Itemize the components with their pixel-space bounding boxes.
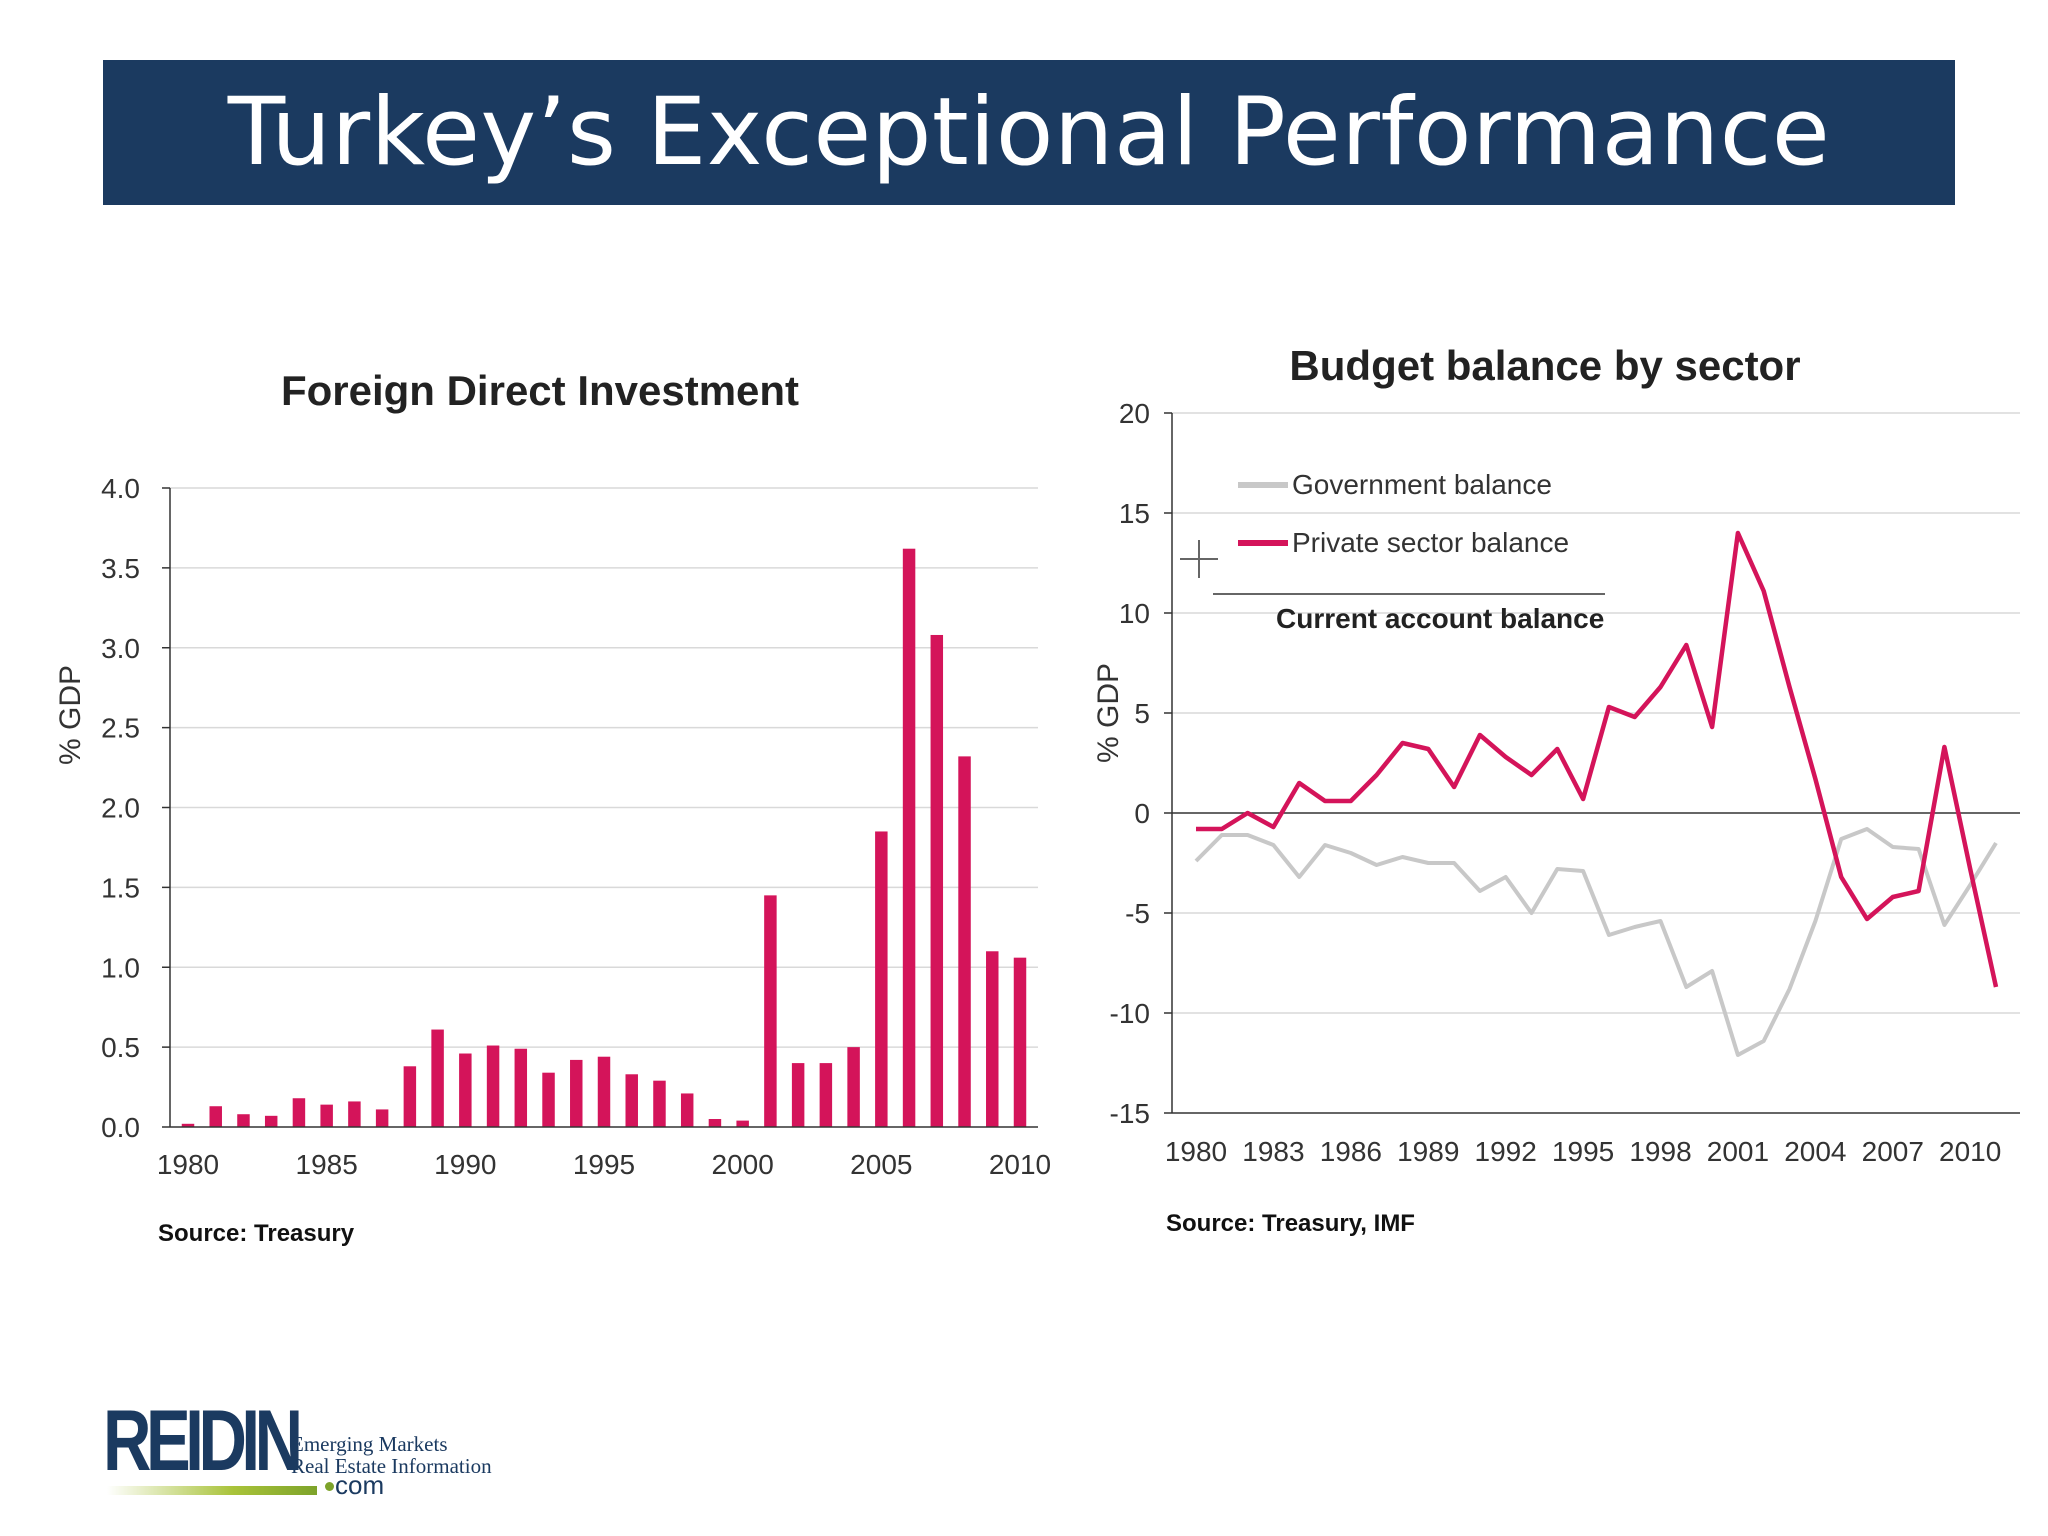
bb-x-tick-label: 1986 <box>1320 1136 1382 1167</box>
fdi-bar <box>486 1045 500 1127</box>
bb-y-tick-label: 10 <box>1119 598 1150 629</box>
fdi-y-tick-label: 4.0 <box>101 473 140 504</box>
logo-tagline-1: Emerging Markets <box>291 1432 448 1456</box>
fdi-bar <box>431 1029 444 1127</box>
bb-x-tick-label: 1983 <box>1242 1136 1304 1167</box>
fdi-chart: Foreign Direct Investment 0.0 0.5 1.0 1.5 2.… <box>54 367 1051 1180</box>
fdi-bar <box>459 1053 472 1127</box>
fdi-y-tick-label: 0.0 <box>101 1112 140 1143</box>
bb-y-tick-label: -10 <box>1110 998 1150 1029</box>
fdi-bar <box>209 1106 222 1127</box>
fdi-chart-title: Foreign Direct Investment <box>281 367 799 414</box>
fdi-bar <box>902 548 916 1127</box>
bb-x-tick-label: 2001 <box>1707 1136 1769 1167</box>
source-budget-balance: Source: Treasury, IMF <box>1166 1210 1415 1237</box>
fdi-bar <box>264 1115 278 1127</box>
fdi-x-tick-label: 2010 <box>989 1149 1051 1180</box>
fdi-bar <box>653 1080 666 1127</box>
bb-x-tick-label: 2004 <box>1784 1136 1846 1167</box>
fdi-bar <box>403 1066 417 1127</box>
slide-title: Turkey’s Exceptional Performance <box>227 78 1831 187</box>
logo-com: com <box>335 1470 385 1500</box>
logo-brand: REIDIN <box>103 1393 303 1489</box>
fdi-bar <box>625 1074 638 1127</box>
fdi-y-axis-label: % GDP <box>54 665 87 765</box>
legend-current-account-label: Current account balance <box>1276 603 1604 634</box>
fdi-bar <box>875 831 888 1127</box>
fdi-y-tick-label: 1.5 <box>101 872 140 903</box>
legend-private-label: Private sector balance <box>1292 527 1569 558</box>
bb-x-tick-label: 1989 <box>1397 1136 1459 1167</box>
bb-y-tick-label: 15 <box>1119 498 1150 529</box>
legend-government-label: Government balance <box>1292 469 1552 500</box>
bb-y-tick-label: 5 <box>1134 698 1150 729</box>
reidin-logo[interactable]: REIDIN Emerging Markets Real Estate Info… <box>103 1398 503 1503</box>
logo-underline-bar <box>107 1486 317 1495</box>
bb-y-tick-label: 20 <box>1119 398 1150 429</box>
bb-x-tick-label: 2010 <box>1939 1136 2001 1167</box>
fdi-x-tick-label: 2000 <box>712 1149 774 1180</box>
logo-dot <box>325 1482 334 1491</box>
budget-balance-chart: Budget balance by sector 20 15 10 5 0 -5 -10 -1… <box>1092 342 2020 1167</box>
fdi-y-tick-label: 1.0 <box>101 952 140 983</box>
fdi-bar <box>708 1119 722 1127</box>
bb-x-tick-label: 1980 <box>1165 1136 1227 1167</box>
bb-x-tick-label: 1995 <box>1552 1136 1614 1167</box>
fdi-bar <box>986 951 999 1127</box>
fdi-x-tick-label: 1995 <box>573 1149 635 1180</box>
fdi-bar <box>320 1104 333 1127</box>
bb-y-axis-label: % GDP <box>1092 663 1125 763</box>
logo-tagline-2: Real Estate Information <box>291 1454 492 1478</box>
source-fdi: Source: Treasury <box>158 1220 355 1247</box>
fdi-x-tick-label: 1985 <box>296 1149 358 1180</box>
fdi-y-tick-label: 3.0 <box>101 633 140 664</box>
fdi-bar <box>542 1072 555 1127</box>
bb-series-government-line <box>1194 827 1998 1057</box>
fdi-x-tick-label: 2005 <box>850 1149 912 1180</box>
bb-chart-title: Budget balance by sector <box>1289 342 1800 389</box>
bb-x-tick-label: 2007 <box>1862 1136 1924 1167</box>
fdi-bar <box>958 756 971 1127</box>
bb-y-tick-label: -5 <box>1125 898 1150 929</box>
fdi-bar <box>1013 957 1027 1127</box>
fdi-bar <box>237 1114 250 1127</box>
legend-current-account-marker <box>1180 540 1218 578</box>
fdi-bar <box>736 1120 749 1127</box>
fdi-bar <box>570 1059 583 1127</box>
fdi-bar <box>680 1093 694 1127</box>
bb-plot-area: 20 15 10 5 0 -5 -10 -15 1980 1983 1986 1989 1992 1995… <box>1110 398 2020 1167</box>
fdi-y-tick-label: 2.5 <box>101 713 140 744</box>
fdi-bar <box>791 1063 805 1127</box>
title-banner: Turkey’s Exceptional Performance <box>103 60 1955 205</box>
bb-legend: Government balance Private sector balanc… <box>1180 469 1605 634</box>
fdi-y-tick-label: 2.0 <box>101 793 140 824</box>
fdi-bar <box>764 895 777 1127</box>
bb-series-private-line <box>1196 530 1999 988</box>
fdi-bar <box>847 1047 860 1127</box>
bb-y-tick-label: 0 <box>1134 798 1150 829</box>
fdi-bar <box>930 634 944 1127</box>
fdi-x-tick-label: 1990 <box>434 1149 496 1180</box>
fdi-bar <box>514 1048 528 1127</box>
fdi-bar <box>597 1056 611 1127</box>
fdi-bar <box>348 1101 361 1127</box>
bb-y-tick-label: -15 <box>1110 1098 1150 1129</box>
fdi-bar <box>819 1063 833 1127</box>
fdi-y-tick-label: 0.5 <box>101 1032 140 1063</box>
fdi-x-tick-label: 1980 <box>157 1149 219 1180</box>
bb-x-tick-label: 1998 <box>1629 1136 1691 1167</box>
fdi-bar <box>181 1123 195 1127</box>
fdi-bar <box>292 1098 306 1127</box>
fdi-plot-area: 0.0 0.5 1.0 1.5 2.0 2.5 3.0 3.5 4.0 1980 1985 1990 1… <box>101 473 1051 1180</box>
fdi-bar <box>375 1109 389 1127</box>
fdi-y-tick-label: 3.5 <box>101 553 140 584</box>
bb-x-tick-label: 1992 <box>1475 1136 1537 1167</box>
